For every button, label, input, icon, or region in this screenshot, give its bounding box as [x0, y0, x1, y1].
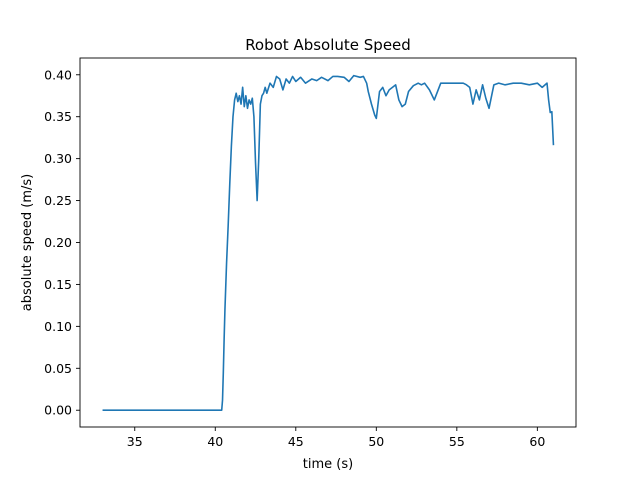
x-tick-label: 55 [449, 434, 465, 449]
y-tick-label: 0.05 [44, 361, 72, 376]
y-tick-label: 0.40 [44, 67, 72, 82]
x-tick-label: 60 [529, 434, 545, 449]
x-tick-label: 45 [288, 434, 304, 449]
y-tick-label: 0.30 [44, 151, 72, 166]
y-tick-label: 0.15 [44, 277, 72, 292]
plot-area [102, 74, 555, 412]
y-tick-label: 0.35 [44, 109, 72, 124]
x-tick-label: 50 [368, 434, 384, 449]
x-tick-label: 35 [127, 434, 143, 449]
x-tick-label: 40 [207, 434, 223, 449]
x-axis-label: time (s) [303, 457, 353, 472]
y-tick-label: 0.10 [44, 319, 72, 334]
x-axis-ticks: 35 40 45 50 55 60 [127, 427, 545, 449]
y-tick-label: 0.20 [44, 235, 72, 250]
y-tick-label: 0.00 [44, 403, 72, 418]
chart-title: Robot Absolute Speed [245, 36, 411, 54]
axes-frame [79, 57, 577, 428]
y-axis-label: absolute speed (m/s) [20, 174, 35, 311]
y-axis-ticks: 0.00 0.05 0.10 0.15 0.20 0.25 0.30 0.35 0.40 [44, 67, 80, 418]
series-line-0 [102, 74, 555, 412]
y-tick-label: 0.25 [44, 193, 72, 208]
